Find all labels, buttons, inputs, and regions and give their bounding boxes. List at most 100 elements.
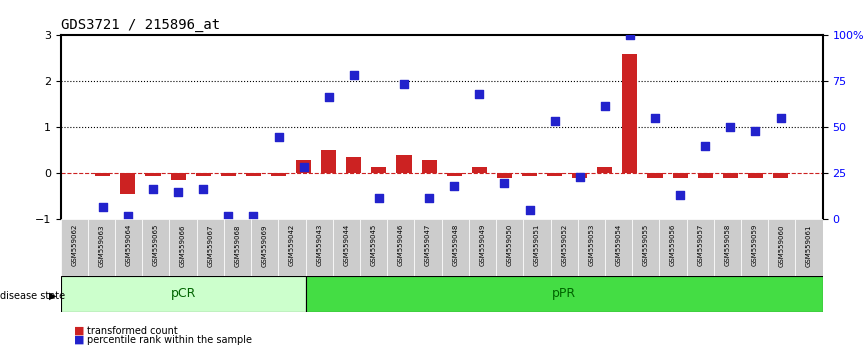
Text: GSM559066: GSM559066 — [180, 224, 186, 267]
FancyBboxPatch shape — [469, 219, 496, 276]
Point — [623, 33, 637, 38]
Text: pCR: pCR — [171, 287, 196, 300]
Bar — [321, 150, 336, 173]
Text: GDS3721 / 215896_at: GDS3721 / 215896_at — [61, 18, 220, 32]
Bar — [572, 173, 587, 178]
FancyBboxPatch shape — [360, 219, 387, 276]
Point — [673, 192, 687, 198]
Point — [447, 183, 461, 189]
Point — [272, 134, 286, 139]
Bar — [547, 173, 562, 176]
Point — [222, 213, 236, 219]
Bar — [196, 173, 210, 176]
FancyBboxPatch shape — [632, 219, 659, 276]
Text: GSM559051: GSM559051 — [534, 224, 540, 267]
Text: disease state: disease state — [0, 291, 65, 301]
Bar — [773, 173, 788, 178]
Point — [497, 180, 511, 185]
Text: GSM559043: GSM559043 — [316, 224, 322, 267]
Point — [347, 73, 361, 78]
Point — [397, 82, 411, 87]
FancyBboxPatch shape — [768, 219, 796, 276]
Point — [698, 143, 712, 149]
Point — [773, 115, 787, 121]
Text: GSM559064: GSM559064 — [126, 224, 132, 267]
Bar — [598, 166, 612, 173]
Point — [598, 103, 611, 109]
FancyBboxPatch shape — [306, 219, 333, 276]
FancyBboxPatch shape — [170, 219, 197, 276]
FancyBboxPatch shape — [442, 219, 469, 276]
Text: GSM559058: GSM559058 — [725, 224, 730, 267]
Point — [423, 195, 436, 201]
Text: GSM559054: GSM559054 — [616, 224, 622, 266]
Text: GSM559046: GSM559046 — [397, 224, 404, 267]
Bar — [246, 173, 261, 176]
FancyBboxPatch shape — [551, 219, 578, 276]
Point — [146, 186, 160, 192]
Text: GSM559048: GSM559048 — [452, 224, 458, 267]
Bar — [723, 173, 738, 178]
Bar — [522, 173, 537, 176]
FancyBboxPatch shape — [687, 219, 714, 276]
Text: GSM559045: GSM559045 — [371, 224, 377, 266]
Point — [247, 213, 261, 219]
Text: GSM559050: GSM559050 — [507, 224, 513, 267]
FancyBboxPatch shape — [278, 219, 306, 276]
Text: GSM559063: GSM559063 — [99, 224, 105, 267]
FancyBboxPatch shape — [387, 219, 415, 276]
Point — [522, 207, 536, 213]
Bar — [221, 173, 236, 176]
Text: GSM559052: GSM559052 — [561, 224, 567, 266]
FancyBboxPatch shape — [796, 219, 823, 276]
Point — [197, 186, 210, 192]
Text: GSM559057: GSM559057 — [697, 224, 703, 267]
FancyBboxPatch shape — [306, 276, 823, 312]
FancyBboxPatch shape — [251, 219, 278, 276]
Point — [297, 165, 311, 170]
Bar — [748, 173, 763, 178]
Text: percentile rank within the sample: percentile rank within the sample — [87, 335, 252, 345]
Point — [723, 125, 737, 130]
FancyBboxPatch shape — [224, 219, 251, 276]
Text: GSM559060: GSM559060 — [779, 224, 785, 267]
FancyBboxPatch shape — [659, 219, 687, 276]
Text: GSM559049: GSM559049 — [480, 224, 486, 267]
Bar — [346, 157, 361, 173]
Text: GSM559059: GSM559059 — [752, 224, 758, 267]
Point — [547, 119, 561, 124]
Bar — [497, 173, 512, 178]
FancyBboxPatch shape — [333, 219, 360, 276]
Text: GSM559067: GSM559067 — [207, 224, 213, 267]
Text: GSM559062: GSM559062 — [71, 224, 77, 267]
FancyBboxPatch shape — [578, 219, 605, 276]
FancyBboxPatch shape — [197, 219, 224, 276]
FancyBboxPatch shape — [415, 219, 442, 276]
Bar — [623, 54, 637, 173]
Point — [171, 189, 185, 195]
FancyBboxPatch shape — [142, 219, 170, 276]
Text: GSM559055: GSM559055 — [643, 224, 649, 266]
Bar — [145, 173, 160, 176]
Text: GSM559047: GSM559047 — [425, 224, 431, 267]
Point — [648, 115, 662, 121]
Bar — [472, 166, 487, 173]
Text: ■: ■ — [74, 335, 84, 345]
FancyBboxPatch shape — [496, 219, 523, 276]
Point — [748, 128, 762, 133]
FancyBboxPatch shape — [115, 219, 142, 276]
Text: GSM559044: GSM559044 — [344, 224, 349, 266]
FancyBboxPatch shape — [605, 219, 632, 276]
Bar — [171, 173, 185, 180]
FancyBboxPatch shape — [61, 276, 306, 312]
Text: GSM559056: GSM559056 — [670, 224, 676, 267]
Text: GSM559069: GSM559069 — [262, 224, 268, 267]
Bar — [648, 173, 662, 178]
Text: ▶: ▶ — [48, 291, 56, 301]
FancyBboxPatch shape — [61, 219, 87, 276]
Point — [121, 213, 135, 219]
Point — [472, 91, 486, 97]
Text: ■: ■ — [74, 326, 84, 336]
FancyBboxPatch shape — [741, 219, 768, 276]
FancyBboxPatch shape — [714, 219, 741, 276]
